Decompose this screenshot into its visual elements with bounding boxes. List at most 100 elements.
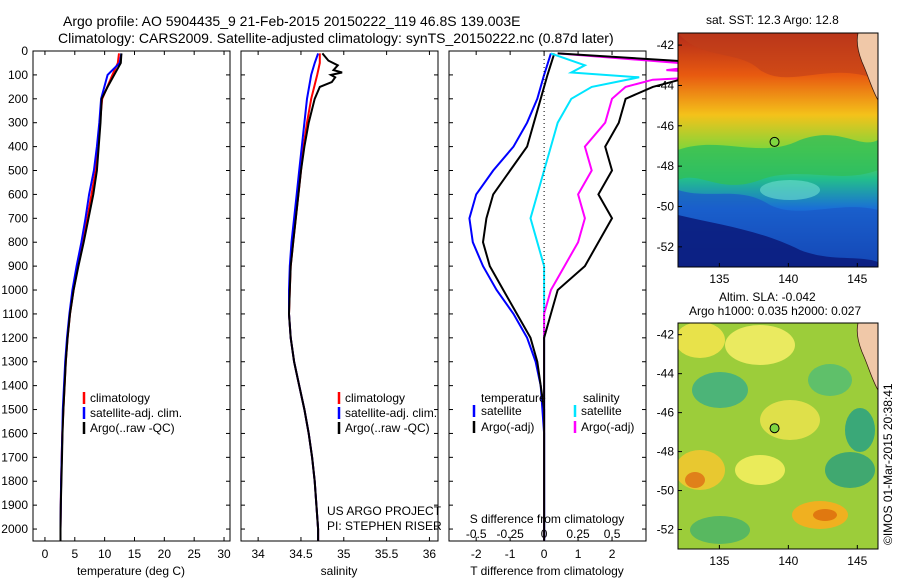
x-tick-label: 35.5 — [375, 547, 399, 561]
map-x-tick-label: 140 — [778, 272, 798, 286]
depth-tick-label: 1500 — [1, 403, 28, 417]
difference-panel — [448, 50, 647, 542]
x-tick-label: 0 — [541, 547, 548, 561]
salinity-series — [287, 52, 343, 541]
depth-tick-label: 1400 — [1, 379, 28, 393]
x-tick-label: -1 — [505, 547, 516, 561]
depth-axis: 0 100 200 300 400 500 600 700 800 900 1000 1100 1200… — [1, 44, 646, 536]
depth-tick-label: 1000 — [1, 283, 28, 297]
series-line-argo-raw-qc- — [287, 52, 343, 541]
map-y-tick-label: -50 — [657, 199, 675, 213]
legend-title-temperature: temperature — [481, 391, 546, 405]
map-y-tick-label: -46 — [657, 406, 675, 420]
depth-tick-label: 600 — [8, 187, 28, 201]
map-y-tick-label: -42 — [657, 38, 675, 52]
sst-map-axes: 135 140 145 -42 -44 -46 -48 -50 -52 — [657, 38, 868, 286]
map-y-tick-label: -50 — [657, 484, 675, 498]
depth-tick-label: 1600 — [1, 426, 28, 440]
salinity-x-axis: 34 34.5 35 35.5 36 — [251, 51, 436, 561]
x-tick-label: -2 — [471, 547, 482, 561]
legend-title-salinity: salinity — [583, 391, 620, 405]
project-label: US ARGO PROJECT — [327, 504, 442, 518]
series-line-argo-raw — [543, 52, 803, 541]
depth-tick-label: 2000 — [1, 522, 28, 536]
sla-map-subtitle: Argo h1000: 0.035 h2000: 0.027 — [689, 304, 861, 318]
series-line-temperature-satellite — [468, 53, 552, 541]
depth-tick-label: 1900 — [1, 498, 28, 512]
legend-label-t-argo: Argo(-adj) — [481, 420, 534, 434]
sla-map-title: Altim. SLA: -0.042 — [719, 290, 816, 304]
x-tick-label: 36 — [423, 547, 437, 561]
x-tick-label: 15 — [128, 547, 142, 561]
series-line-climatology — [59, 53, 120, 541]
title-line-1: Argo profile: AO 5904435_9 21-Feb-2015 2… — [63, 13, 520, 29]
map-y-tick-label: -42 — [657, 328, 675, 342]
coastline-land — [856, 323, 878, 391]
temperature-xlabel: temperature (deg C) — [77, 564, 185, 578]
depth-tick-label: 500 — [8, 164, 28, 178]
pi-label: PI: STEPHEN RISER — [327, 519, 442, 533]
depth-tick-label: 200 — [8, 92, 28, 106]
difference-xlabel: T difference from climatology — [470, 564, 624, 578]
depth-tick-label: 700 — [8, 211, 28, 225]
difference-series — [468, 51, 803, 541]
legend-label-climatology: climatology — [345, 391, 405, 405]
legend-label-satellite: satellite-adj. clim. — [345, 406, 437, 420]
x-tick-label: 20 — [158, 547, 172, 561]
series-line-argo-raw-qc- — [59, 53, 123, 541]
legend-label-s-satellite: satellite — [581, 404, 622, 418]
map-x-tick-label: 145 — [847, 272, 867, 286]
legend-label-argo: Argo(..raw -QC) — [345, 421, 430, 435]
temperature-panel — [32, 50, 231, 542]
x-tick-label: 0 — [42, 547, 49, 561]
map-y-tick-label: -44 — [657, 78, 675, 92]
sst-map — [678, 33, 878, 267]
depth-tick-label: 800 — [8, 235, 28, 249]
temperature-series — [59, 53, 123, 541]
map-x-tick-label: 135 — [709, 272, 729, 286]
map-y-tick-label: -44 — [657, 367, 675, 381]
x-tick-label: 25 — [188, 547, 202, 561]
salinity-panel — [240, 50, 439, 542]
map-y-tick-label: -48 — [657, 159, 675, 173]
series-line-salinity-satellite — [529, 52, 640, 541]
series-line-satellite-adj-clim- — [59, 53, 123, 541]
map-x-tick-label: 135 — [709, 554, 729, 568]
sla-map-frame — [677, 322, 879, 550]
map-y-tick-label: -52 — [657, 523, 675, 537]
temperature-x-axis: 0 5 10 15 20 25 30 — [42, 51, 231, 561]
difference-legend: temperature salinity satellite Argo(-adj… — [472, 391, 634, 434]
x-tick-label: 34 — [251, 547, 265, 561]
depth-tick-label: 1700 — [1, 450, 28, 464]
legend-label-t-satellite: satellite — [481, 404, 522, 418]
x-tick-label: 5 — [71, 547, 78, 561]
imos-stamp: ©IMOS 01-Mar-2015 20:38:41 — [881, 383, 895, 545]
x-tick-label: 34.5 — [289, 547, 313, 561]
x-tick-label: 35 — [337, 547, 351, 561]
temperature-legend: climatology satellite-adj. clim. Argo(..… — [82, 391, 182, 435]
depth-tick-label: 900 — [8, 259, 28, 273]
legend-label-s-argo: Argo(-adj) — [581, 420, 634, 434]
depth-tick-label: 0 — [21, 44, 28, 58]
depth-tick-label: 1100 — [2, 307, 28, 321]
sla-map — [678, 323, 878, 549]
x-tick-label: 1 — [575, 547, 582, 561]
depth-tick-label: 100 — [8, 68, 28, 82]
x-tick-label: 2 — [609, 547, 616, 561]
float-location-marker — [769, 136, 780, 147]
x2-tick-label: 0.5 — [604, 527, 621, 541]
salinity-legend: climatology satellite-adj. clim. Argo(..… — [337, 391, 437, 435]
s-difference-label: S difference from climatology — [470, 512, 625, 526]
depth-tick-label: 1800 — [1, 474, 28, 488]
float-location-marker — [769, 423, 780, 434]
map-y-tick-label: -46 — [657, 119, 675, 133]
sst-map-frame — [677, 32, 879, 268]
map-y-tick-label: -52 — [657, 240, 675, 254]
x2-tick-label: -0.25 — [496, 527, 524, 541]
coastline-land — [856, 33, 878, 101]
depth-tick-label: 1300 — [1, 355, 28, 369]
legend-label-satellite: satellite-adj. clim. — [90, 406, 182, 420]
x2-tick-label: 0.25 — [566, 527, 590, 541]
legend-label-climatology: climatology — [90, 391, 150, 405]
